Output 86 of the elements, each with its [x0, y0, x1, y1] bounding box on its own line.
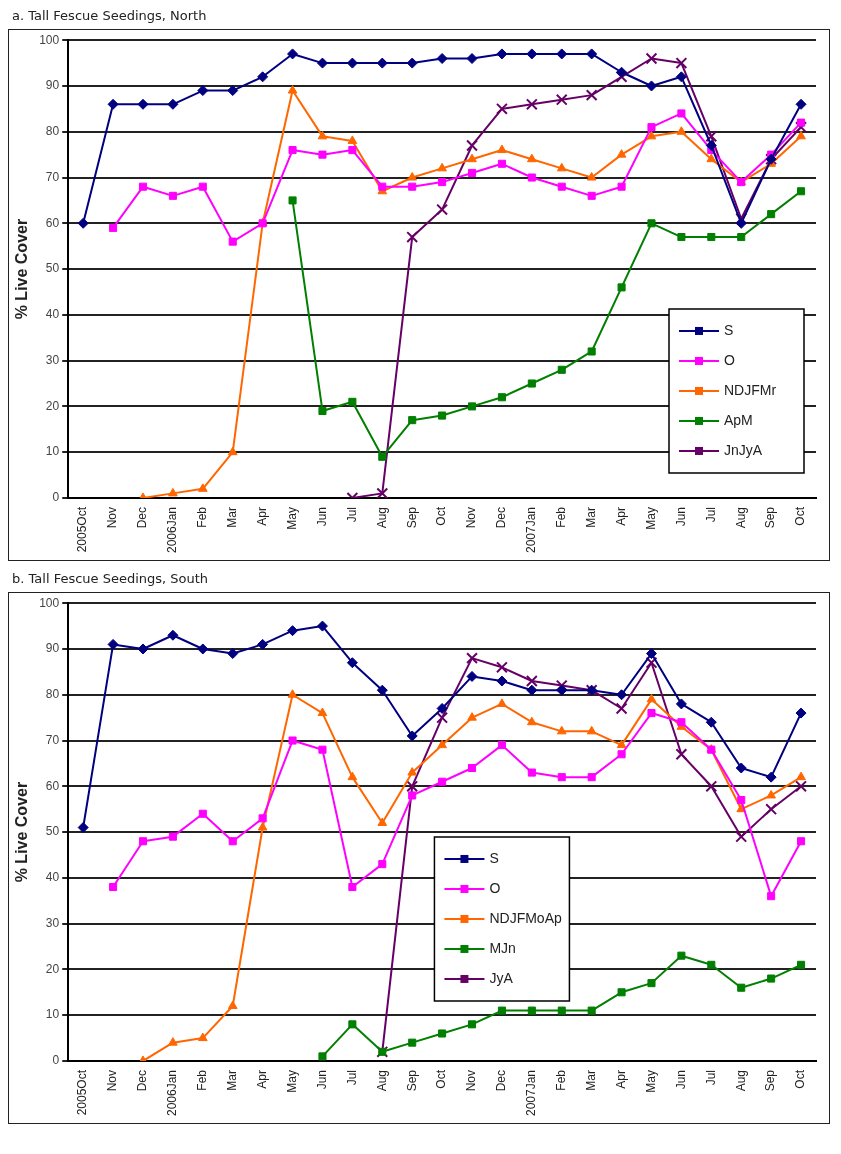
x-tick-label: Aug: [733, 1069, 748, 1092]
x-tick-label: Dec: [494, 1069, 509, 1092]
y-tick-label: 100: [39, 595, 60, 610]
legend-label: JyA: [489, 969, 514, 986]
x-tick-label: Mar: [225, 506, 240, 528]
legend-label: S: [489, 849, 499, 866]
x-tick-label: Jun: [314, 506, 329, 527]
legend-label: S: [724, 321, 734, 338]
x-tick-label: Oct: [793, 506, 808, 526]
y-tick-label: 10: [45, 444, 60, 459]
legend-label: O: [724, 351, 735, 368]
x-tick-label: Nov: [464, 1069, 479, 1092]
legend-label: JnJyA: [724, 441, 763, 458]
x-tick-label: 2005Oct: [75, 506, 90, 553]
x-tick-label: Apr: [613, 1069, 628, 1089]
legend-label: NDJFMoAp: [489, 909, 562, 926]
x-tick-label: Apr: [254, 1069, 269, 1089]
x-tick-label: 2006Jan: [165, 506, 180, 553]
x-tick-label: Sep: [763, 506, 778, 529]
x-tick-label: Apr: [254, 506, 269, 526]
x-tick-label: 2006Jan: [165, 1069, 180, 1116]
y-axis-title: % Live Cover: [13, 218, 31, 320]
x-tick-label: 2007Jan: [524, 506, 539, 553]
y-tick-label: 60: [45, 215, 60, 230]
x-tick-label: Feb: [554, 1069, 569, 1091]
x-tick-label: Jul: [703, 1069, 718, 1086]
y-tick-label: 40: [45, 307, 60, 322]
y-tick-label: 50: [45, 824, 60, 839]
y-tick-label: 80: [45, 687, 60, 702]
x-tick-label: Jul: [344, 1069, 359, 1086]
x-tick-label: Feb: [554, 506, 569, 528]
y-tick-label: 10: [45, 1007, 60, 1022]
legend-label: ApM: [724, 411, 753, 428]
y-tick-label: 30: [45, 915, 60, 930]
x-tick-label: May: [284, 506, 299, 530]
x-tick-label: Nov: [105, 1069, 120, 1092]
x-tick-label: Nov: [464, 506, 479, 529]
x-tick-label: May: [284, 1069, 299, 1093]
y-tick-label: 90: [45, 641, 60, 656]
y-tick-label: 20: [45, 398, 60, 413]
y-tick-label: 0: [52, 1053, 60, 1068]
y-tick-label: 50: [45, 261, 60, 276]
y-tick-label: 0: [52, 490, 60, 505]
y-tick-label: 70: [45, 169, 60, 184]
x-tick-label: Mar: [583, 1069, 598, 1091]
x-tick-label: Sep: [763, 1069, 778, 1092]
y-tick-label: 70: [45, 732, 60, 747]
x-tick-label: Feb: [195, 506, 210, 528]
y-tick-label: 80: [45, 124, 60, 139]
x-tick-label: Mar: [225, 1069, 240, 1091]
x-tick-label: Jul: [703, 506, 718, 523]
x-tick-label: May: [643, 1069, 658, 1093]
legend-label: NDJFMr: [724, 381, 777, 398]
x-tick-label: Sep: [404, 506, 419, 529]
x-tick-label: Aug: [374, 1069, 389, 1092]
legend-label: MJn: [489, 939, 516, 956]
x-tick-label: Oct: [793, 1069, 808, 1089]
x-tick-label: May: [643, 506, 658, 530]
x-tick-label: Aug: [733, 506, 748, 529]
x-tick-label: Jun: [673, 1069, 688, 1090]
x-tick-label: Apr: [613, 506, 628, 526]
x-tick-label: Feb: [195, 1069, 210, 1091]
x-tick-label: Nov: [105, 506, 120, 529]
y-tick-label: 20: [45, 961, 60, 976]
x-tick-label: Jun: [314, 1069, 329, 1090]
x-tick-label: 2007Jan: [524, 1069, 539, 1116]
legend-label: O: [489, 879, 501, 896]
y-tick-label: 60: [45, 778, 60, 793]
chart-title: a. Tall Fescue Seedings, North: [12, 8, 208, 23]
y-tick-label: 100: [39, 32, 60, 47]
y-tick-label: 40: [45, 870, 60, 885]
x-tick-label: Dec: [135, 506, 150, 529]
x-tick-label: Dec: [135, 1069, 150, 1092]
x-tick-label: Aug: [374, 506, 389, 529]
y-tick-label: 30: [45, 352, 60, 367]
x-tick-label: Sep: [404, 1069, 419, 1092]
x-tick-label: Mar: [583, 506, 598, 528]
y-tick-label: 90: [45, 78, 60, 93]
x-tick-label: 2005Oct: [75, 1069, 90, 1116]
x-tick-label: Jun: [673, 506, 688, 527]
x-tick-label: Jul: [344, 506, 359, 523]
chart-title: b. Tall Fescue Seedings, South: [12, 571, 210, 586]
x-tick-label: Oct: [434, 506, 449, 526]
y-axis-title: % Live Cover: [13, 781, 31, 883]
x-tick-label: Dec: [494, 506, 509, 529]
x-tick-label: Oct: [434, 1069, 449, 1089]
